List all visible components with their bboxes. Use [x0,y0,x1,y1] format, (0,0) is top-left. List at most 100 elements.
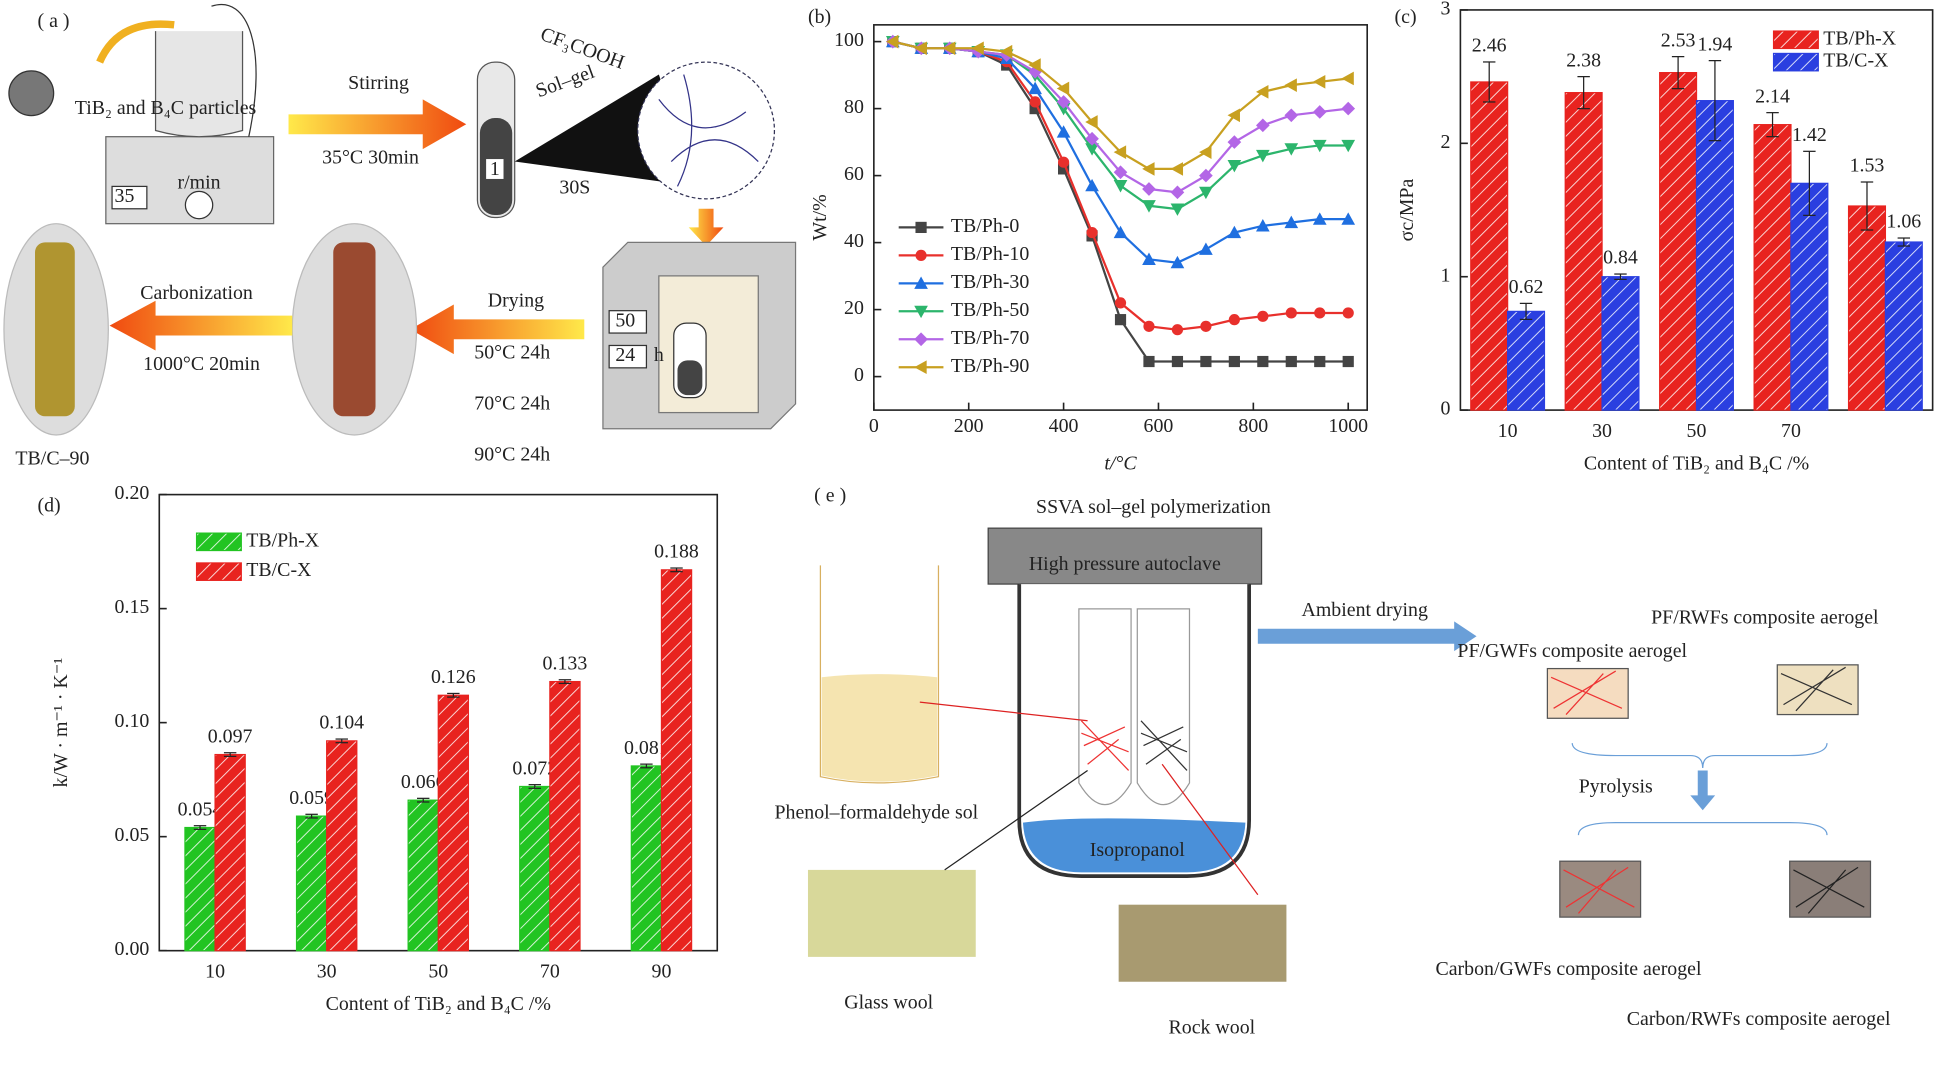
text: Drying [488,290,544,312]
solvent [1022,818,1246,873]
x-axis-label: t/°C [1104,452,1137,474]
text: Glass wool [844,992,933,1014]
marker [1255,118,1270,133]
marker [1085,143,1099,156]
marker [1056,81,1070,96]
y-tick-label: 40 [844,230,864,252]
marker [1143,355,1155,368]
y-axis-label: σc/MPa [1396,179,1418,242]
marker [1086,226,1098,239]
bar [1507,310,1546,411]
x-tick-label: 800 [1238,415,1268,437]
text: PF/GWFs composite aerogel [1457,640,1687,662]
data-label: 1.06 [1886,211,1921,233]
marker [1342,355,1354,368]
text: SSVA sol–gel polymerization [1036,496,1271,518]
panel-e: ( e ) SSVA sol–gel polymerization High p… [774,485,1891,1039]
fibers [1793,866,1865,914]
sem-image [8,70,55,117]
x-tick-label: 600 [1144,415,1174,437]
text: TiB₂ and B₄C particles [75,97,257,119]
text: High pressure autoclave [1029,553,1221,575]
lid [987,527,1263,585]
marker [914,305,928,319]
arrow [688,208,724,247]
x-tick-label: 90 [652,961,672,983]
plate-display [111,185,148,210]
x-axis-label: Content of TiB₂ and B₄C /% [326,993,551,1015]
marker [1058,156,1070,168]
bar [1659,72,1698,411]
legend-label: TB/Ph-10 [951,243,1029,265]
marker [1113,225,1128,239]
marker [1314,307,1326,319]
text: Carbonization [140,282,253,304]
text: 70°C 24h [474,393,550,415]
marker [1142,200,1156,213]
marker [1114,297,1127,309]
data-label: 0.84 [1603,247,1638,269]
marker [1171,355,1184,368]
marker [1199,168,1213,183]
dial [184,190,214,220]
data-label: 0.133 [543,652,588,674]
text: PF/RWFs composite aerogel [1651,606,1879,628]
marker [1085,131,1099,146]
carbon-rod [35,242,75,417]
marker [914,360,927,375]
marker [1314,355,1326,368]
tube [1078,608,1132,806]
data-label: 0.054 [178,798,223,820]
panel-label: ( a ) [37,10,69,32]
marker [1255,149,1270,163]
data-label: 2.14 [1755,85,1790,107]
legend-label: TB/C-X [246,559,311,581]
marker [915,221,927,234]
y-axis-label: k/W · m⁻¹ · K⁻¹ [50,658,72,788]
x-tick-label: 200 [954,415,984,437]
text: Sol–gel [533,61,598,103]
marker [1284,78,1297,92]
marker [1142,182,1156,196]
bar [1695,100,1734,411]
bar [630,765,663,952]
y-tick-label: 100 [834,29,864,51]
x-tick-label: 50 [1687,420,1707,442]
y-tick-label: 20 [844,297,864,319]
arrow [288,99,467,150]
glass-fibers [1080,720,1130,771]
marker [1227,108,1240,123]
precursor-rod [333,242,376,417]
text: 50°C 24h [474,342,550,364]
x-tick-label: 400 [1049,415,1079,437]
text: Rock wool [1169,1017,1256,1039]
arrow [96,20,175,64]
marker [1255,219,1270,232]
marker [1228,314,1240,326]
data-label: 0.62 [1509,276,1544,298]
rock-fibers [1140,720,1188,771]
marker [914,332,928,347]
x-tick-label: 70 [1781,420,1801,442]
marker [1312,105,1327,119]
data-label: 2.46 [1472,35,1507,57]
x-tick-label: 30 [317,961,337,983]
legend-label: TB/C-X [1823,50,1888,72]
text: Isopropanol [1090,839,1185,861]
marker [1284,215,1299,229]
marker [1085,178,1099,192]
marker [1056,95,1071,109]
panel-label: ( e ) [814,485,846,507]
y-tick-label: 0.20 [115,482,150,504]
marker [1284,108,1299,123]
y-tick-label: 80 [844,96,864,118]
tube-label: 1 [490,158,500,180]
text: Phenol–formaldehyde sol [774,802,978,824]
marker [885,34,899,49]
x-tick-label: 50 [428,961,448,983]
legend-label: TB/Ph-0 [951,215,1020,237]
data-label: 0.097 [208,725,253,747]
data-label: 0.081 [624,737,669,759]
network [658,74,759,187]
